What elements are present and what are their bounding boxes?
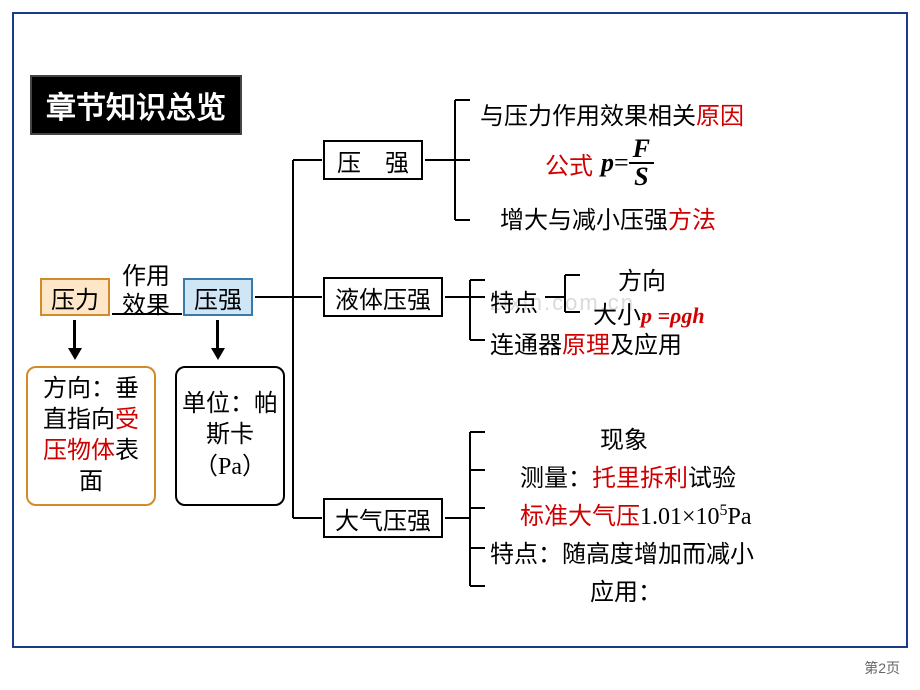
arrow-shaft-root [73, 320, 76, 348]
page-number: 第2页 [864, 658, 900, 678]
chapter-title: 章节知识总览 [30, 75, 242, 135]
node-branch3: 大气压强 [323, 498, 443, 538]
b1-line2: 公式 p = F S [545, 136, 654, 190]
arrow-head-center [211, 348, 225, 360]
node-center-label: 压强 [194, 280, 242, 315]
center-note-text: 单位：帕斯卡（Pa） [181, 389, 279, 483]
root-note-text: 方向：垂直指向受压物体表面 [32, 374, 150, 499]
b3-line3: 标准大气压1.01×105Pa [520, 496, 752, 531]
edge-label: 作用 效果 [122, 263, 170, 321]
node-branch2: 液体压强 [323, 277, 443, 317]
b3-line4: 特点：随高度增加而减小 [490, 534, 754, 569]
b3-line5: 应用： [590, 572, 662, 607]
arrow-head-root [68, 348, 82, 360]
b2-line2: 连通器原理及应用 [490, 325, 682, 360]
b3-line1: 现象 [600, 420, 648, 455]
node-center: 压强 [183, 278, 253, 316]
b2-line1: 特点 [490, 283, 538, 318]
b1-line3: 增大与减小压强方法 [500, 200, 716, 235]
node-branch1: 压 强 [323, 140, 423, 180]
arrow-shaft-center [216, 320, 219, 348]
b2-line1a: 方向 [618, 261, 666, 296]
root-note-box: 方向：垂直指向受压物体表面 [26, 366, 156, 506]
node-root: 压力 [40, 278, 110, 316]
b1-line1: 与压力作用效果相关原因 [480, 96, 744, 131]
center-note-box: 单位：帕斯卡（Pa） [175, 366, 285, 506]
node-root-label: 压力 [51, 280, 99, 315]
fraction: F S [629, 136, 654, 190]
b3-line2: 测量：托里拆利试验 [520, 458, 736, 493]
